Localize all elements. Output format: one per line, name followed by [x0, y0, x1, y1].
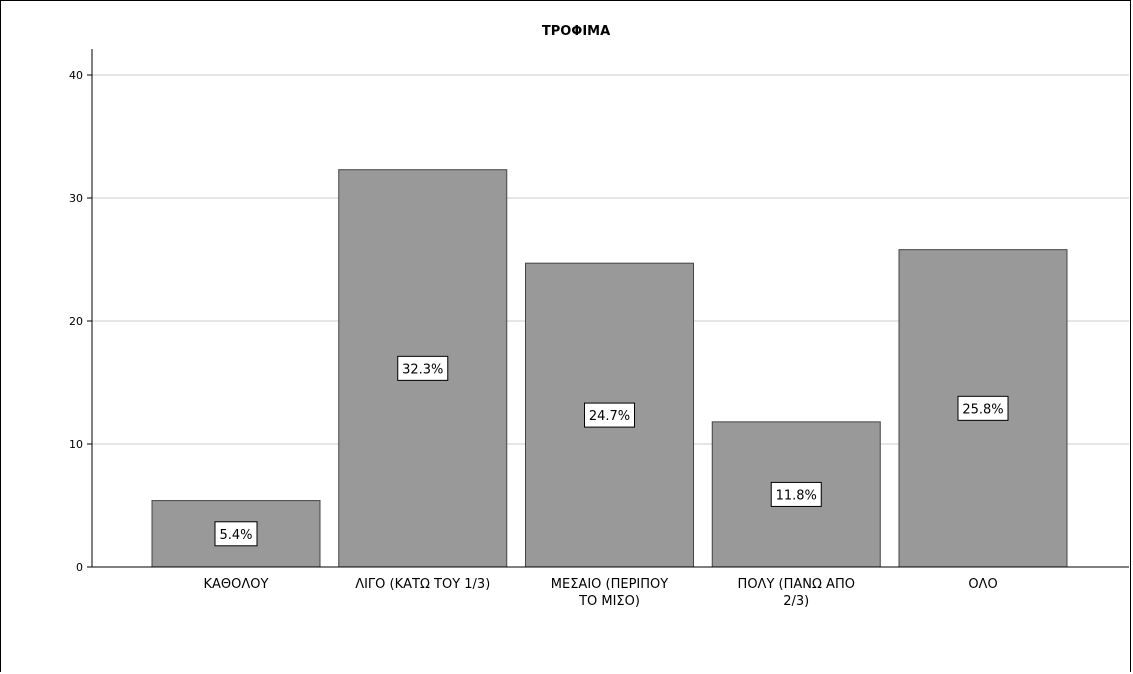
data-label-box: [584, 402, 635, 428]
category-label: ΚΑΘΟΛΟΥ: [204, 577, 269, 592]
category-label-line: 2/3): [783, 594, 809, 609]
y-tick-label: 10: [69, 438, 83, 451]
category-label: ΜΕΣΑΙΟ (ΠΕΡΙΠΟΥ ΤΟ ΜΙΣΟ): [551, 577, 668, 609]
data-label-box: [770, 481, 822, 507]
y-tick-label: 0: [76, 561, 83, 574]
data-label: 25.8%: [962, 402, 1003, 417]
y-tick-label: 40: [69, 69, 83, 82]
category-label-line: ΛΙΓΟ (ΚΑΤΩ ΤΟΥ 1/3): [355, 577, 490, 592]
category-label-line: ΟΛΟ: [968, 577, 997, 592]
category-label-line: ΤΟ ΜΙΣΟ): [578, 594, 640, 609]
data-label-box: [957, 395, 1009, 421]
chart-title: ΤΡΟΦΙΜΑ: [542, 24, 610, 39]
category-label-line: ΠΟΛΥ (ΠΑΝΩ ΑΠΟ: [738, 577, 855, 592]
data-label: 5.4%: [219, 528, 252, 543]
y-tick-label: 30: [69, 192, 83, 205]
category-label-line: ΜΕΣΑΙΟ (ΠΕΡΙΠΟΥ: [551, 577, 668, 592]
y-tick-label: 20: [69, 315, 83, 328]
category-label: ΠΟΛΥ (ΠΑΝΩ ΑΠΟ 2/3): [738, 577, 855, 609]
bars: 5.4% 32.3% 24.7% 11.8% 25.8%: [151, 169, 1068, 568]
data-label: 11.8%: [776, 488, 817, 503]
data-label: 24.7%: [589, 409, 630, 424]
data-label-box: [214, 521, 258, 547]
category-label: ΟΛΟ: [968, 577, 997, 592]
category-label-line: ΚΑΘΟΛΟΥ: [204, 577, 269, 592]
category-label: ΛΙΓΟ (ΚΑΤΩ ΤΟΥ 1/3): [355, 577, 490, 592]
data-label-box: [397, 355, 449, 381]
axes: 0 10 20 30 40 ΚΑΘΟΛΟΥ ΛΙΓΟ (ΚΑΤΩ ΤΟΥ 1/3) ΜΕΣΑΙ…: [69, 49, 1129, 609]
data-label: 32.3%: [402, 362, 443, 377]
